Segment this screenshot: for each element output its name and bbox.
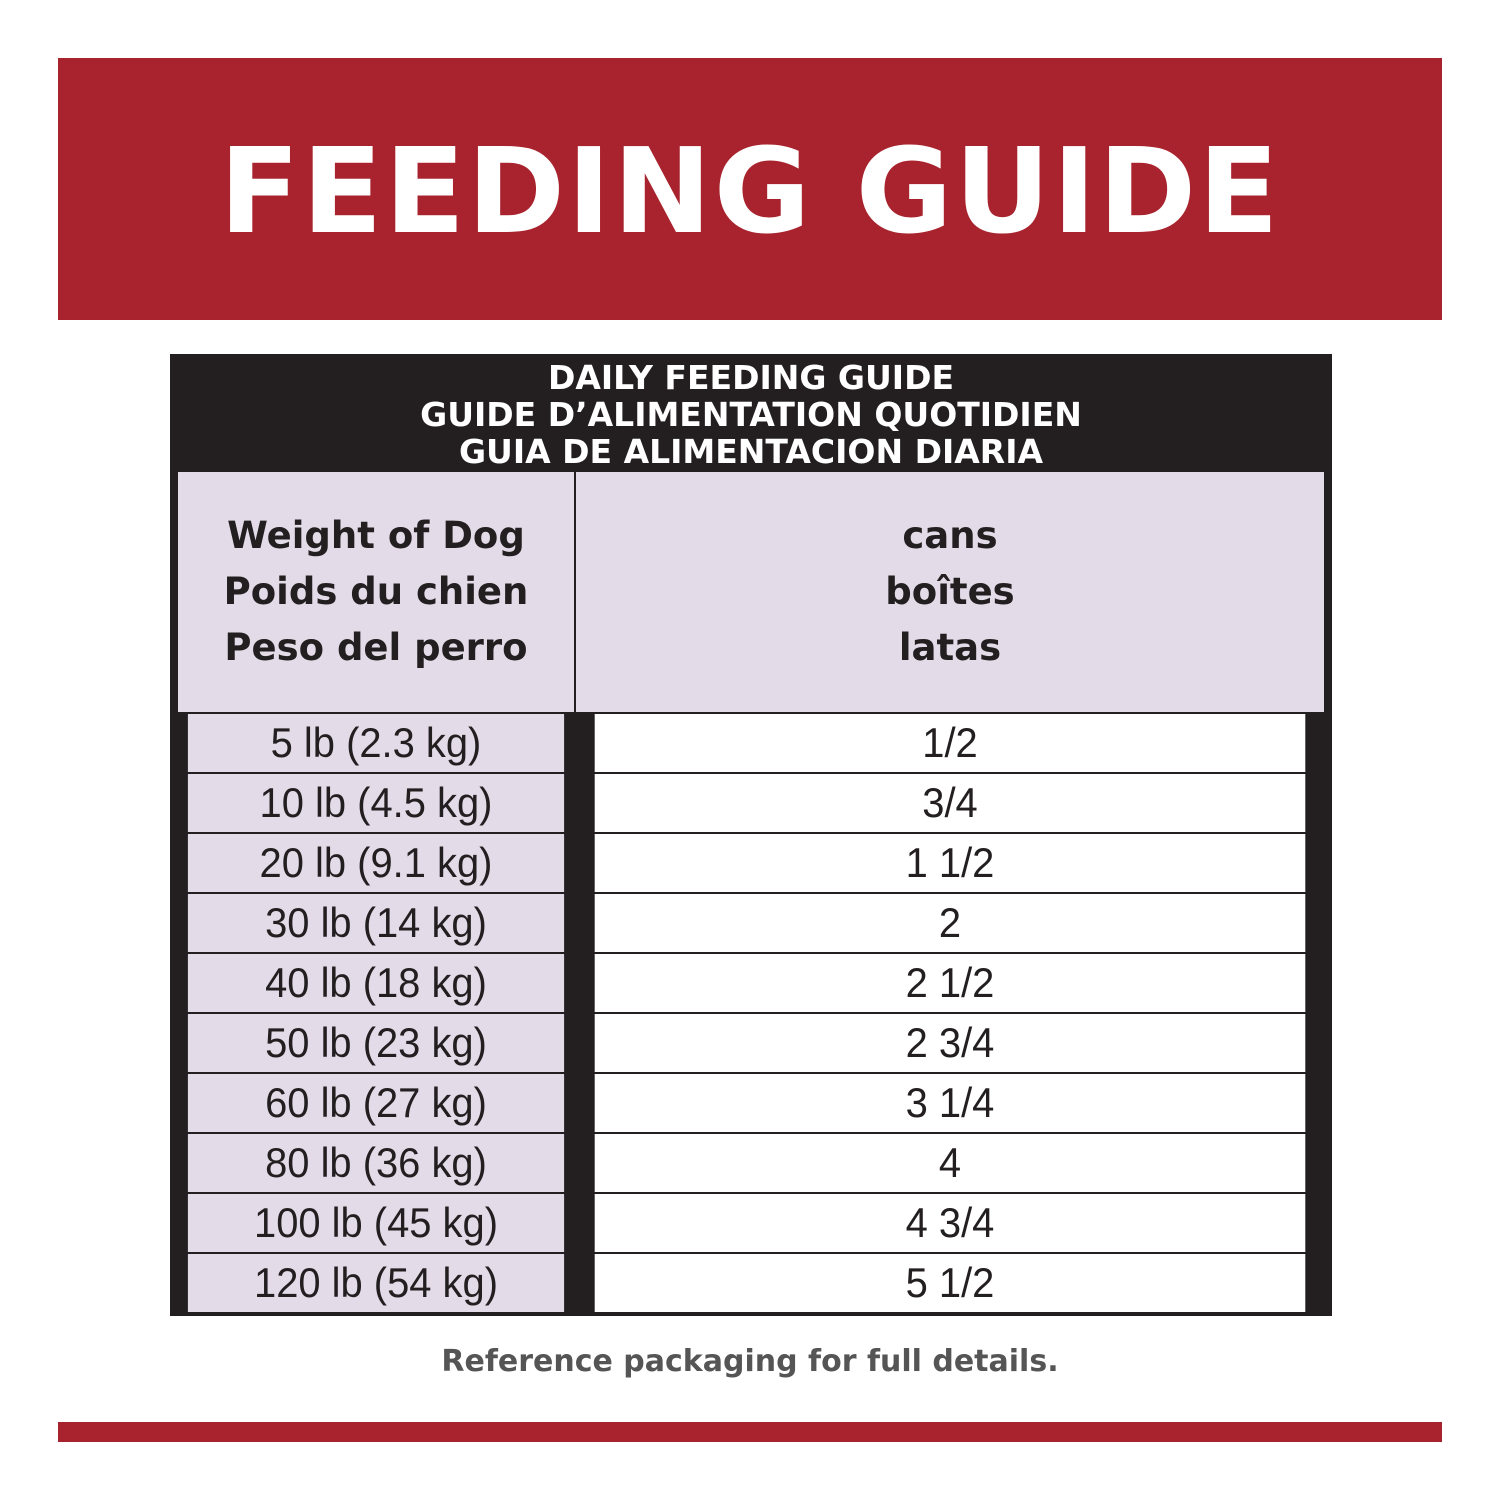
table-row: 80 lb (36 kg) 4 <box>178 1134 1324 1192</box>
cans-cell: 1/2 <box>594 714 1306 772</box>
table-body: 5 lb (2.3 kg) 1/2 10 lb (4.5 kg) 3/4 20 … <box>178 714 1324 1314</box>
weight-cell: 40 lb (18 kg) <box>187 954 565 1012</box>
table-header-line: DAILY FEEDING GUIDE <box>547 357 955 397</box>
cans-cell: 3/4 <box>594 774 1306 832</box>
table-row: 50 lb (23 kg) 2 3/4 <box>178 1014 1324 1072</box>
cans-cell: 3 1/4 <box>594 1074 1306 1132</box>
column-header-line: cans <box>902 514 998 557</box>
weight-cell: 50 lb (23 kg) <box>187 1014 565 1072</box>
weight-cell: 20 lb (9.1 kg) <box>187 834 565 892</box>
cans-cell: 1 1/2 <box>594 834 1306 892</box>
table-row: 5 lb (2.3 kg) 1/2 <box>178 714 1324 772</box>
table-header-line: GUIDE D’ALIMENTATION QUOTIDIEN <box>420 394 1082 434</box>
column-header-line: latas <box>898 626 1002 669</box>
weight-cell: 10 lb (4.5 kg) <box>187 774 565 832</box>
page-title: FEEDING GUIDE <box>219 122 1281 260</box>
weight-cell: 5 lb (2.3 kg) <box>187 714 565 772</box>
weight-cell: 100 lb (45 kg) <box>187 1194 565 1252</box>
table-row: 100 lb (45 kg) 4 3/4 <box>178 1194 1324 1252</box>
column-header-line: Weight of Dog <box>227 514 525 557</box>
table-header: DAILY FEEDING GUIDE GUIDE D’ALIMENTATION… <box>170 354 1332 470</box>
column-header-line: Peso del perro <box>224 626 528 669</box>
weight-cell: 60 lb (27 kg) <box>187 1074 565 1132</box>
table-row: 120 lb (54 kg) 5 1/2 <box>178 1254 1324 1312</box>
column-header-cans: cans boîtes latas <box>576 472 1324 712</box>
table-row: 40 lb (18 kg) 2 1/2 <box>178 954 1324 1012</box>
column-header-line: Poids du chien <box>223 570 529 613</box>
cans-cell: 2 1/2 <box>594 954 1306 1012</box>
table-header-line: GUIA DE ALIMENTACION DIARIA <box>458 431 1044 471</box>
cans-cell: 2 3/4 <box>594 1014 1306 1072</box>
weight-cell: 120 lb (54 kg) <box>187 1254 565 1312</box>
weight-cell: 30 lb (14 kg) <box>187 894 565 952</box>
table-grid: Weight of Dog Poids du chien Peso del pe… <box>178 472 1324 1312</box>
title-banner: FEEDING GUIDE <box>58 58 1442 320</box>
footnote: Reference packaging for full details. <box>441 1344 1059 1379</box>
table-row: 20 lb (9.1 kg) 1 1/2 <box>178 834 1324 892</box>
column-header-line: boîtes <box>885 570 1015 613</box>
table-row: 60 lb (27 kg) 3 1/4 <box>178 1074 1324 1132</box>
cans-cell: 2 <box>594 894 1306 952</box>
cans-cell: 5 1/2 <box>594 1254 1306 1312</box>
cans-cell: 4 <box>594 1134 1306 1192</box>
cans-cell: 4 3/4 <box>594 1194 1306 1252</box>
bottom-divider <box>58 1422 1442 1442</box>
weight-cell: 80 lb (36 kg) <box>187 1134 565 1192</box>
table-row: 30 lb (14 kg) 2 <box>178 894 1324 952</box>
table-row: 10 lb (4.5 kg) 3/4 <box>178 774 1324 832</box>
column-header-weight: Weight of Dog Poids du chien Peso del pe… <box>178 472 574 712</box>
